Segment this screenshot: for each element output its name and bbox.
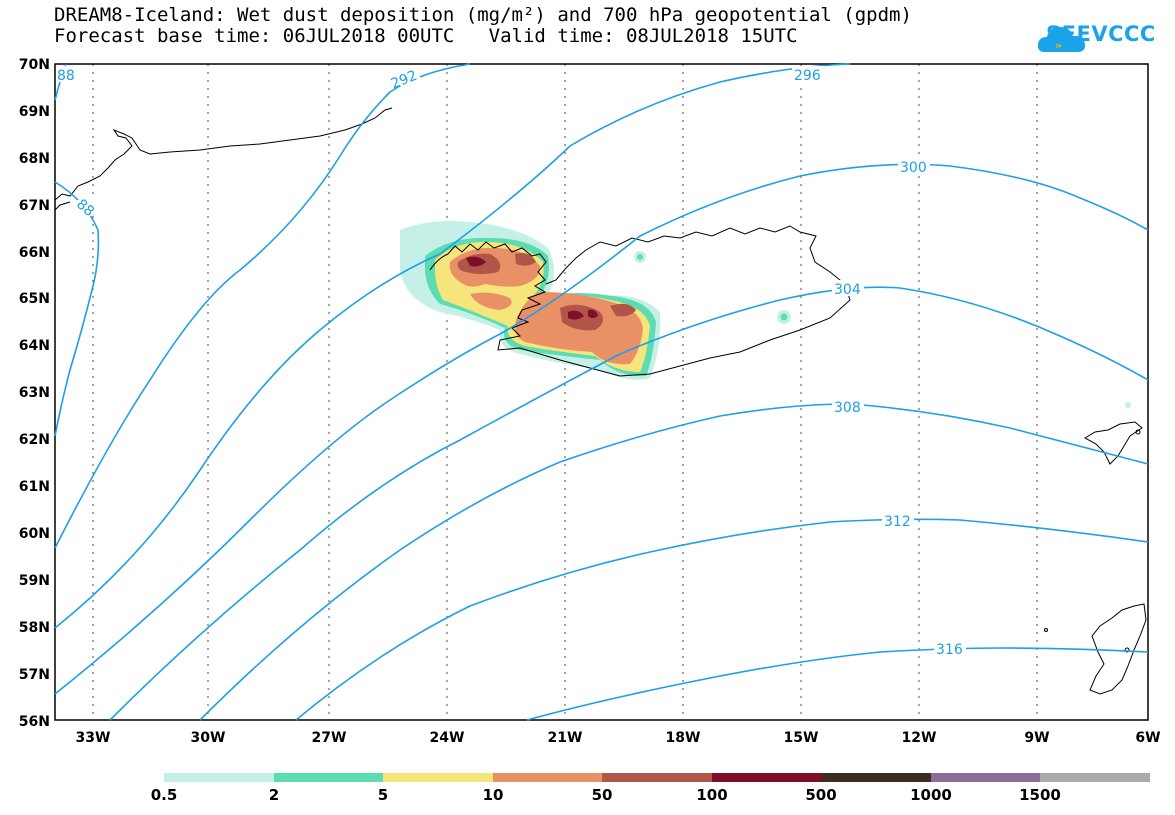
colorbar-swatch (1040, 773, 1150, 782)
contour-label: 296 (794, 68, 821, 84)
lon-label: 21W (548, 730, 583, 746)
colorbar-label: 500 (805, 786, 836, 804)
lat-label: 64N (19, 338, 50, 354)
logo-text: SEEVCCC (1046, 22, 1156, 46)
colorbar-swatch (274, 773, 383, 782)
lat-label: 69N (19, 104, 50, 120)
island (1124, 647, 1130, 653)
colorbar-swatch (602, 773, 712, 782)
lon-label: 18W (666, 730, 701, 746)
contour-label: 312 (884, 514, 911, 530)
lon-label: 27W (312, 730, 347, 746)
map-title: DREAM8-Iceland: Wet dust deposition (mg/… (54, 4, 912, 26)
contour-label: 316 (936, 642, 963, 658)
lat-label: 62N (19, 432, 50, 448)
geopotential-contours (54, 63, 1149, 721)
lat-label: 56N (19, 714, 50, 730)
colorbar-swatch (383, 773, 493, 782)
lat-label: 70N (19, 57, 50, 73)
colorbar-label: 5 (378, 786, 388, 804)
lat-label: 61N (19, 479, 50, 495)
map-subtitle: Forecast base time: 06JUL2018 00UTC Vali… (54, 25, 798, 47)
coastlines (54, 107, 1147, 695)
iceland-coast (429, 225, 851, 377)
deposition-spot (780, 313, 788, 321)
lon-label: 33W (76, 730, 111, 746)
scotland-coast (1089, 603, 1147, 695)
lat-label: 63N (19, 385, 50, 401)
graticule (92, 64, 1038, 720)
contour-labels: 292 296 300 304 308 312 316 88 88 (56, 66, 966, 658)
island (1135, 429, 1141, 435)
colorbar-swatch (712, 773, 821, 782)
lon-label: 24W (430, 730, 465, 746)
contour-312 (295, 518, 1149, 721)
colorbar: 0.5 2 5 10 50 100 500 1000 1500 (151, 773, 1150, 804)
lat-label: 60N (19, 526, 50, 542)
colorbar-label: 0.5 (151, 786, 178, 804)
contour-288-west (54, 181, 100, 437)
contour-304 (109, 286, 1149, 721)
lon-label: 6W (1135, 730, 1160, 746)
lat-label: 66N (19, 245, 50, 261)
contour-300 (54, 163, 1149, 695)
lon-label: 9W (1024, 730, 1049, 746)
contour-label: 308 (834, 400, 861, 416)
colorbar-label: 1000 (910, 786, 952, 804)
colorbar-swatch (493, 773, 602, 782)
longitude-labels: 33W 30W 27W 24W 21W 18W 15W 12W 9W 6W (76, 730, 1161, 746)
lon-label: 30W (191, 730, 226, 746)
colorbar-swatch (931, 773, 1040, 782)
island (1044, 628, 1048, 632)
deposition-level-100 (466, 256, 598, 320)
lon-label: 12W (902, 730, 937, 746)
colorbar-label: 1500 (1019, 786, 1061, 804)
colorbar-label: 50 (592, 786, 613, 804)
contour-296 (54, 63, 851, 629)
lat-label: 58N (19, 620, 50, 636)
lat-label: 68N (19, 151, 50, 167)
latitude-labels: 70N 69N 68N 67N 66N 65N 64N 63N 62N 61N … (19, 57, 50, 730)
colorbar-label: 10 (483, 786, 504, 804)
contour-label: 88 (57, 68, 75, 84)
dust-deposition-field (400, 221, 1131, 408)
lon-label: 15W (784, 730, 819, 746)
contour-316 (526, 647, 1149, 721)
lat-label: 59N (19, 573, 50, 589)
deposition-spot (637, 254, 643, 260)
lat-label: 65N (19, 291, 50, 307)
deposition-spot (1125, 402, 1131, 408)
greenland-coast (54, 107, 393, 211)
colorbar-swatch (821, 773, 931, 782)
map-frame (54, 63, 1149, 721)
colorbar-swatch (164, 773, 274, 782)
contour-292 (54, 63, 471, 549)
svg-text:»: » (1055, 39, 1062, 52)
faroe-shetland-coast (1083, 421, 1143, 465)
contour-308 (199, 403, 1149, 721)
colorbar-label: 100 (696, 786, 727, 804)
cloud-icon: » (1037, 27, 1086, 52)
lat-label: 67N (19, 198, 50, 214)
lat-label: 57N (19, 667, 50, 683)
contour-label: 304 (834, 282, 861, 298)
contour-label: 300 (900, 160, 927, 176)
colorbar-label: 2 (269, 786, 279, 804)
